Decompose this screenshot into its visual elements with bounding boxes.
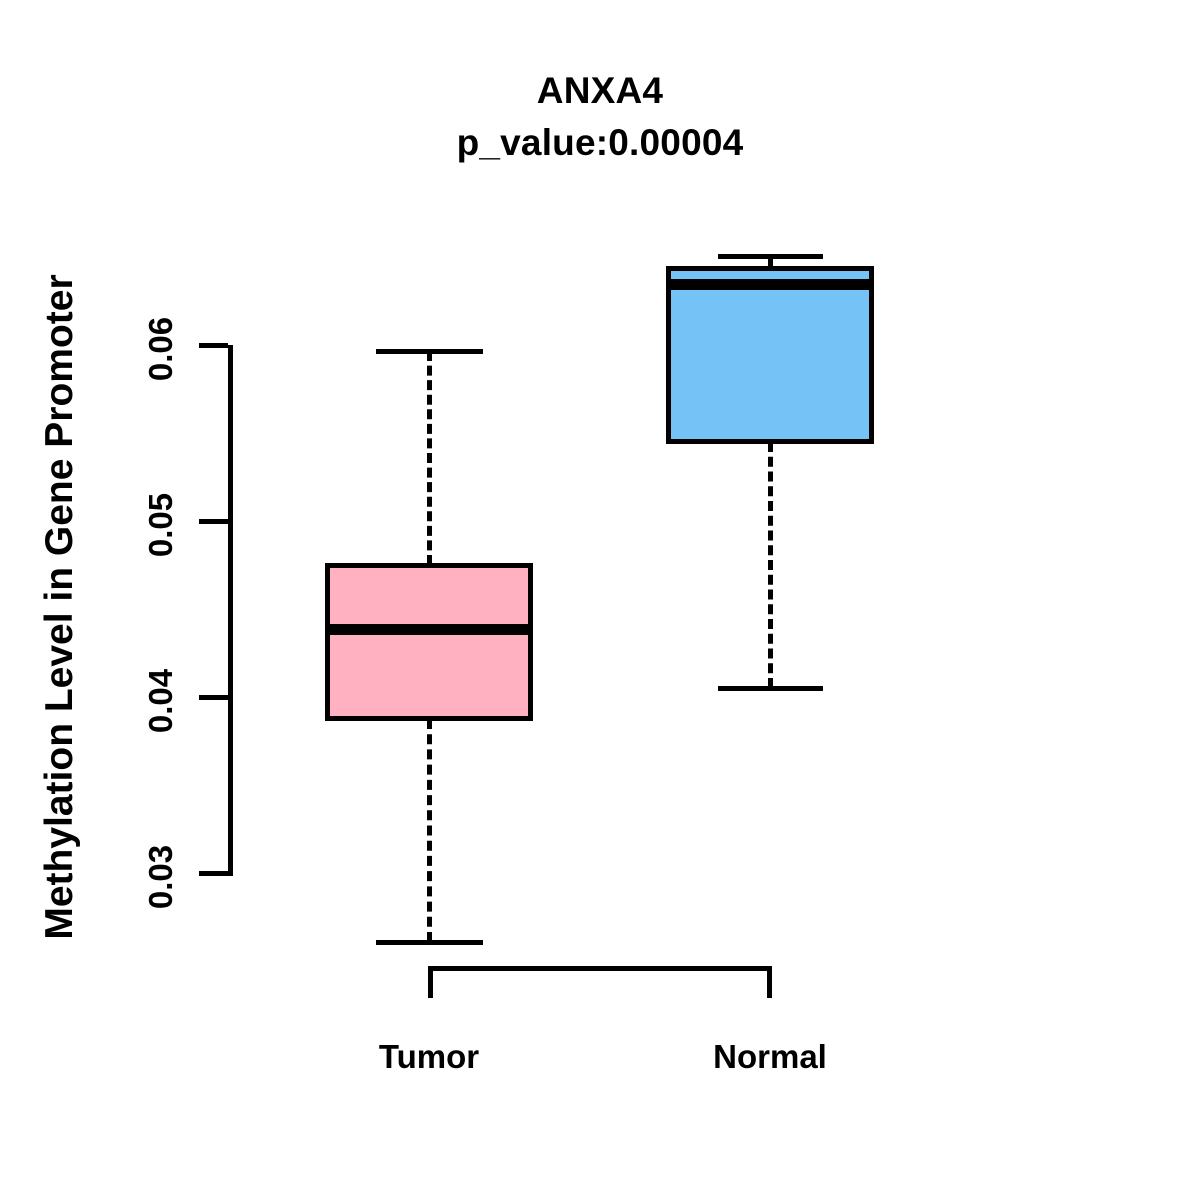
x-axis-tick-label-normal: Normal [713,1038,827,1075]
y-axis-label: Methylation Level in Gene Promoter [38,274,81,940]
tumor-box [325,563,533,721]
normal-whisker-upper [768,256,773,272]
tumor-whisker-cap-upper [376,349,483,354]
chart-title: ANXA4 [536,70,664,111]
x-axis-line [428,966,772,971]
x-axis-tick-tumor [428,966,433,998]
normal-whisker-lower [768,442,773,688]
y-axis-tick-label-0.04: 0.04 [142,668,179,734]
tumor-whisker-upper [427,351,432,565]
y-axis-tick-label-0.06: 0.06 [142,316,179,382]
y-axis-line [228,345,233,876]
y-axis-tick-0.04 [199,695,228,700]
tumor-median-line [325,624,533,635]
x-axis-tick-label-tumor: Tumor [378,1038,480,1075]
chart-subtitle: p_value:0.00004 [456,122,744,163]
y-axis-tick-label-0.03: 0.03 [142,844,179,910]
tumor-whisker-lower [427,719,432,942]
y-axis-tick-0.03 [199,871,228,876]
tumor-whisker-cap-lower [376,940,483,945]
normal-whisker-cap-lower [718,686,823,691]
normal-whisker-cap-upper [718,254,823,259]
normal-box [666,266,874,444]
y-axis-tick-0.06 [199,343,228,348]
y-axis-tick-0.05 [199,519,228,524]
y-axis-tick-label-0.05: 0.05 [142,492,179,558]
normal-median-line [666,279,874,290]
x-axis-tick-normal [767,966,772,998]
